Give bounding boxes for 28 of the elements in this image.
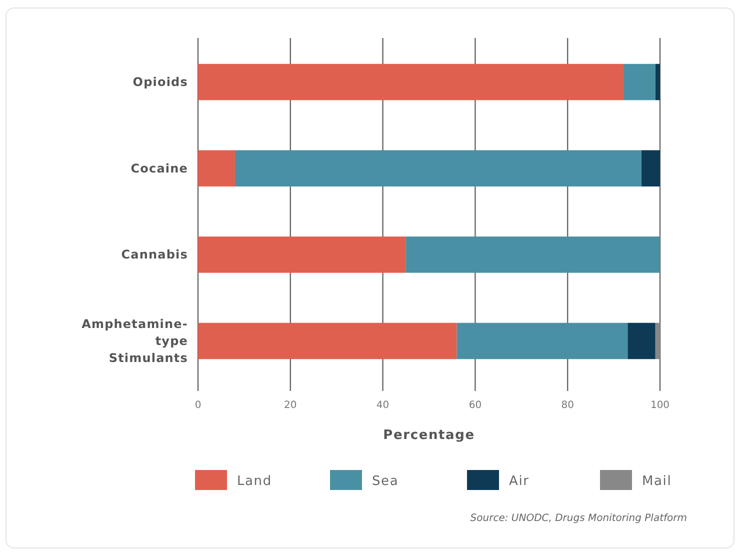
bar — [406, 236, 660, 273]
legend-label: Sea — [372, 474, 399, 489]
y-tick-label: Opioids — [132, 75, 188, 90]
bar — [198, 150, 235, 186]
bar — [628, 322, 656, 360]
bar — [198, 322, 457, 360]
x-tick-label: 40 — [376, 400, 390, 411]
bar — [198, 64, 624, 100]
bar — [234, 150, 642, 186]
x-tick-label: 80 — [561, 400, 574, 411]
legend-label: Mail — [642, 474, 672, 489]
x-tick-label: 20 — [284, 400, 297, 411]
legend-label: Air — [509, 474, 530, 489]
y-tick-label: Cocaine — [130, 161, 188, 176]
bar — [623, 64, 656, 100]
bar — [655, 322, 660, 360]
legend-label: Land — [237, 474, 272, 489]
bar — [642, 150, 660, 186]
source-note: Source: UNODC, Drugs Monitoring Platform — [470, 513, 688, 524]
x-tick-label: 60 — [468, 400, 482, 411]
bar — [655, 64, 660, 100]
x-tick-label: 0 — [194, 400, 202, 411]
bar — [198, 236, 406, 273]
x-tick-label: 100 — [650, 400, 670, 411]
y-tick-label: Amphetamine-type Stimulants — [82, 316, 188, 365]
y-tick-label: Cannabis — [121, 248, 188, 262]
bar — [456, 322, 628, 360]
x-axis-title: Percentage — [383, 428, 475, 443]
